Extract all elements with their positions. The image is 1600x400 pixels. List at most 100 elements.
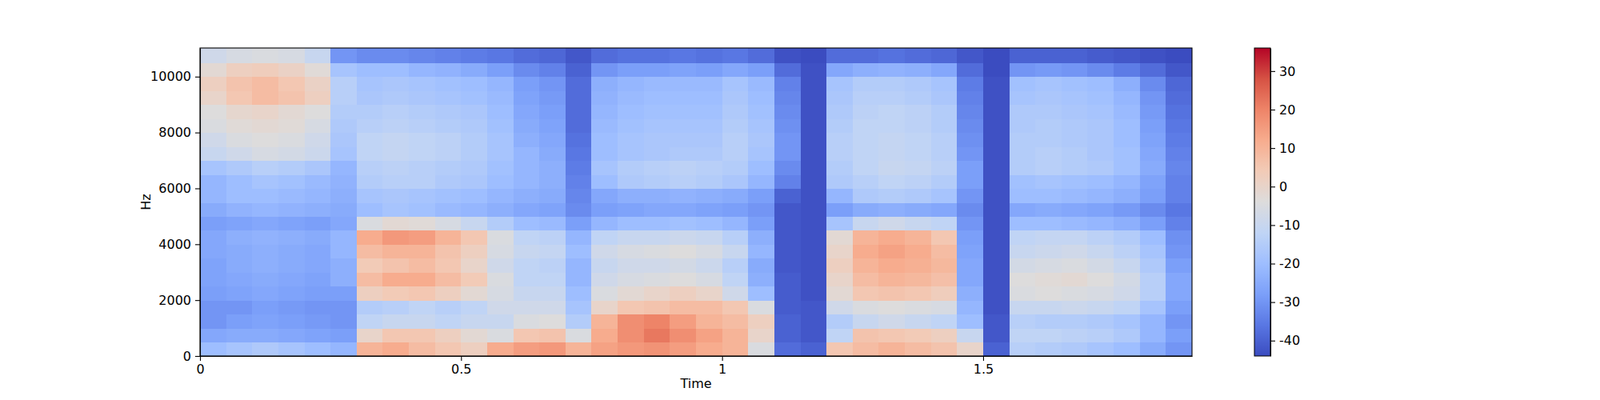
cell: [408, 314, 436, 329]
tick-mark: [1270, 340, 1276, 342]
tick: -40: [1270, 332, 1300, 348]
cell: [487, 300, 514, 315]
cell: [591, 244, 618, 259]
cell: [408, 286, 436, 301]
cell: [460, 314, 488, 329]
cell: [278, 314, 305, 329]
cell: [356, 188, 384, 203]
cell: [487, 104, 514, 120]
cell: [904, 342, 932, 356]
tick: -20: [1270, 256, 1300, 272]
cell: [722, 342, 749, 356]
cell: [565, 230, 592, 245]
cell: [435, 216, 462, 231]
cell: [1035, 188, 1062, 203]
cell: [774, 62, 801, 77]
cell: [435, 146, 462, 161]
cell: [539, 286, 566, 301]
cell: [591, 90, 618, 105]
cell: [513, 174, 540, 189]
cell: [904, 202, 932, 217]
cell: [330, 314, 357, 329]
cell: [1061, 76, 1088, 92]
cell: [748, 48, 775, 64]
cell: [487, 62, 514, 77]
cell: [226, 314, 253, 329]
cell: [878, 300, 905, 315]
cell: [1009, 174, 1036, 189]
cell: [878, 76, 905, 92]
tick-label: 30: [1279, 63, 1296, 79]
cell: [460, 230, 488, 245]
cell: [800, 258, 828, 273]
cell: [669, 146, 696, 161]
cell: [956, 90, 984, 105]
cell: [983, 328, 1010, 343]
cell: [1165, 146, 1192, 161]
cell: [1113, 300, 1140, 315]
cell: [983, 202, 1010, 217]
cell: [800, 272, 828, 287]
cell: [1087, 286, 1114, 301]
cell: [226, 244, 253, 259]
cell: [956, 118, 984, 133]
cell: [252, 300, 279, 315]
cell: [1061, 300, 1088, 315]
cell: [539, 118, 566, 133]
cell: [1165, 286, 1192, 301]
cell: [382, 286, 409, 301]
cell: [696, 90, 723, 105]
cell: [460, 76, 488, 92]
cell: [1061, 146, 1088, 161]
cell: [1061, 104, 1088, 120]
cell: [1113, 132, 1140, 148]
cell: [435, 62, 462, 77]
cell: [904, 48, 932, 64]
cell: [1009, 286, 1036, 301]
cell: [644, 146, 671, 161]
cell: [852, 76, 880, 92]
cell: [408, 118, 436, 133]
cell: [904, 258, 932, 273]
cell: [252, 286, 279, 301]
cell: [696, 104, 723, 120]
cell: [1113, 314, 1140, 329]
cell: [1113, 286, 1140, 301]
cell: [904, 90, 932, 105]
cell: [826, 202, 853, 217]
cell: [487, 342, 514, 356]
cell: [356, 132, 384, 148]
cell: [617, 188, 644, 203]
cell: [539, 90, 566, 105]
cell: [487, 244, 514, 259]
cell: [644, 90, 671, 105]
cell: [696, 174, 723, 189]
cell: [774, 90, 801, 105]
cell: [330, 342, 357, 356]
cell: [1140, 216, 1167, 231]
tick: 8000: [158, 124, 200, 140]
cell: [304, 216, 332, 231]
axis-line: [200, 356, 1193, 357]
cell: [513, 314, 540, 329]
cell: [252, 202, 279, 217]
cell: [1113, 258, 1140, 273]
cell: [904, 300, 932, 315]
cell: [852, 300, 880, 315]
cell: [931, 244, 958, 259]
cell: [1061, 90, 1088, 105]
cell: [330, 258, 357, 273]
cell: [252, 216, 279, 231]
cell: [252, 174, 279, 189]
cell: [382, 104, 409, 120]
cell: [487, 146, 514, 161]
cell: [904, 244, 932, 259]
cell: [722, 258, 749, 273]
cell: [617, 160, 644, 176]
cell: [1061, 174, 1088, 189]
cell: [1035, 286, 1062, 301]
cell: [956, 174, 984, 189]
cell: [669, 286, 696, 301]
cell: [1140, 272, 1167, 287]
tick-label: 6000: [158, 180, 192, 196]
